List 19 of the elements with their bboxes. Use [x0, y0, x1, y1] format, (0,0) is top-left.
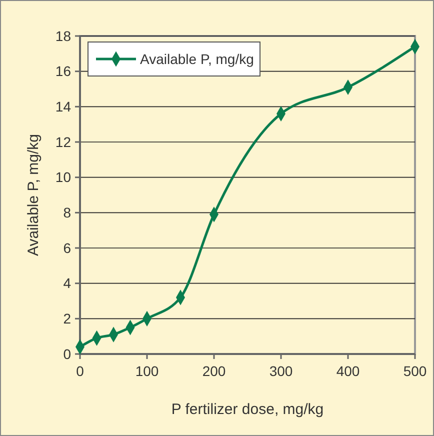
y-tick-label: 18 — [55, 28, 72, 44]
x-tick-label: 0 — [76, 363, 84, 379]
x-tick-label: 100 — [135, 363, 159, 379]
y-tick-label: 14 — [55, 98, 72, 115]
y-tick-label: 4 — [63, 275, 72, 292]
y-tick-label: 6 — [63, 240, 72, 256]
x-axis-title: P fertilizer dose, mg/kg — [171, 401, 324, 418]
legend-label: Available P, mg/kg — [140, 50, 254, 67]
y-axis-title: Available P, mg/kg — [25, 134, 42, 256]
x-tick-label: 500 — [403, 363, 427, 379]
y-tick-label: 0 — [63, 346, 72, 362]
x-tick-label: 400 — [336, 363, 360, 379]
x-tick-label: 200 — [202, 363, 226, 379]
x-tick-label: 300 — [269, 363, 293, 379]
y-tick-label: 8 — [63, 204, 72, 221]
y-tick-label: 12 — [55, 134, 72, 150]
y-tick-label: 10 — [55, 169, 72, 186]
y-tick-label: 16 — [55, 63, 72, 80]
y-tick-label: 2 — [63, 310, 72, 327]
